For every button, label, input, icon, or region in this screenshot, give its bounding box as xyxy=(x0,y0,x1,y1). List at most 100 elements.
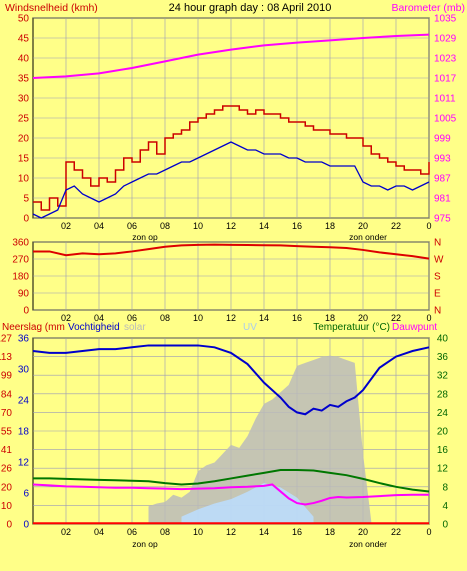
humidity-line xyxy=(32,344,430,416)
wind-tick-label: 0 xyxy=(23,214,29,225)
humidity-tick-label: 18 xyxy=(18,427,30,438)
barometer-tick-label: 1011 xyxy=(434,94,456,105)
x-tick-label: 20 xyxy=(358,527,368,537)
wind-tick-label: 40 xyxy=(18,54,30,65)
barometer-axis-label: Barometer (mb) xyxy=(391,2,465,14)
wind-tick-label: 10 xyxy=(18,174,30,185)
wind-axis-label: Windsnelheid (kmh) xyxy=(5,2,98,14)
temperature-tick-label: 28 xyxy=(437,389,449,400)
x-tick-label: 18 xyxy=(325,313,335,323)
x-tick-label: 02 xyxy=(61,313,71,323)
x-tick-label: 18 xyxy=(325,527,335,537)
temperature-line xyxy=(33,469,430,493)
barometer-tick-label: 993 xyxy=(434,154,451,165)
humidity-tick-label: 30 xyxy=(18,365,30,376)
x-tick-label: 10 xyxy=(193,527,203,537)
humidity-tick-label: 36 xyxy=(18,334,30,345)
sunrise-label-top: zon op xyxy=(132,232,158,242)
rain-tick-label: 70 xyxy=(1,408,13,419)
x-tick-label: 16 xyxy=(292,221,302,231)
x-tick-label: 22 xyxy=(391,221,401,231)
barometer-tick-label: 1005 xyxy=(434,114,457,125)
solar-axis-label: solar xyxy=(124,322,146,333)
x-tick-label: 06 xyxy=(127,527,137,537)
compass-tick-label: N xyxy=(434,306,441,317)
barometer-line xyxy=(32,33,430,79)
humidity-tick-label: 24 xyxy=(18,396,30,407)
wind-tick-label: 45 xyxy=(18,34,30,45)
x-tick-label: 0 xyxy=(426,527,431,537)
temperature-tick-label: 0 xyxy=(442,520,448,531)
rain-axis-label: Neerslag (mm xyxy=(2,322,65,333)
temperature-tick-label: 32 xyxy=(437,371,449,382)
dewpoint-axis-label: Dauwpunt xyxy=(392,322,437,333)
temperature-tick-label: 20 xyxy=(437,427,449,438)
x-tick-label: 16 xyxy=(292,313,302,323)
direction-tick-label: 0 xyxy=(23,306,29,317)
temperature-tick-label: 36 xyxy=(437,352,449,363)
uv-area xyxy=(181,482,314,524)
x-tick-label: 08 xyxy=(160,527,170,537)
barometer-tick-label: 981 xyxy=(434,194,451,205)
dewpoint-line xyxy=(32,483,429,506)
rain-tick-label: 55 xyxy=(1,427,13,438)
barometer-tick-label: 987 xyxy=(434,174,451,185)
temperature-tick-label: 16 xyxy=(437,445,449,456)
wind-tick-label: 35 xyxy=(18,74,30,85)
x-tick-label: 08 xyxy=(160,221,170,231)
x-tick-label: 10 xyxy=(193,221,203,231)
wind-tick-label: 5 xyxy=(23,194,29,205)
rain-tick-label: 20 xyxy=(1,482,13,493)
x-tick-label: 0 xyxy=(426,221,431,231)
compass-tick-label: W xyxy=(434,255,444,266)
sunrise-label-bottom: zon op xyxy=(132,539,158,549)
direction-tick-label: 90 xyxy=(18,289,30,300)
direction-tick-label: 360 xyxy=(12,238,29,249)
wind-tick-label: 15 xyxy=(18,154,30,165)
temperature-tick-label: 40 xyxy=(437,334,449,345)
temperature-axis-label: Temperatuur (°C) xyxy=(313,322,390,333)
compass-tick-label: S xyxy=(434,272,441,283)
direction-tick-label: 270 xyxy=(12,255,29,266)
x-tick-label: 02 xyxy=(61,527,71,537)
rain-tick-label: 127 xyxy=(0,334,12,345)
x-tick-label: 08 xyxy=(160,313,170,323)
barometer-tick-label: 999 xyxy=(434,134,451,145)
rain-tick-label: 0 xyxy=(6,520,12,531)
x-tick-label: 14 xyxy=(259,527,269,537)
uv-axis-label: UV xyxy=(243,322,257,333)
x-tick-label: 12 xyxy=(226,527,236,537)
humidity-tick-label: 12 xyxy=(18,458,30,469)
temperature-tick-label: 24 xyxy=(437,408,449,419)
x-tick-label: 04 xyxy=(94,313,104,323)
x-tick-label: 22 xyxy=(391,313,401,323)
temperature-tick-label: 12 xyxy=(437,464,449,475)
x-tick-label: 18 xyxy=(325,221,335,231)
compass-tick-label: N xyxy=(434,238,441,249)
wind-gust-line xyxy=(33,105,430,211)
x-tick-label: 12 xyxy=(226,313,236,323)
x-tick-label: 20 xyxy=(358,221,368,231)
barometer-tick-label: 1023 xyxy=(434,54,457,65)
wind-tick-label: 30 xyxy=(18,94,30,105)
sunset-label-bottom: zon onder xyxy=(349,539,387,549)
wind-tick-label: 20 xyxy=(18,134,30,145)
wind-tick-label: 25 xyxy=(18,114,30,125)
x-tick-label: 12 xyxy=(226,221,236,231)
x-tick-label: 14 xyxy=(259,221,269,231)
barometer-tick-label: 1029 xyxy=(434,34,457,45)
humidity-tick-label: 6 xyxy=(23,489,29,500)
humidity-axis-label: Vochtigheid xyxy=(68,322,120,333)
wind-direction-line xyxy=(33,243,430,260)
x-tick-label: 04 xyxy=(94,527,104,537)
temperature-tick-label: 8 xyxy=(442,482,448,493)
rain-tick-label: 26 xyxy=(1,464,13,475)
x-tick-label: 20 xyxy=(358,313,368,323)
rain-tick-label: 10 xyxy=(1,501,13,512)
x-tick-label: 02 xyxy=(61,221,71,231)
rain-tick-label: 41 xyxy=(1,445,13,456)
wind-average-line xyxy=(32,141,430,219)
x-tick-label: 14 xyxy=(259,313,269,323)
